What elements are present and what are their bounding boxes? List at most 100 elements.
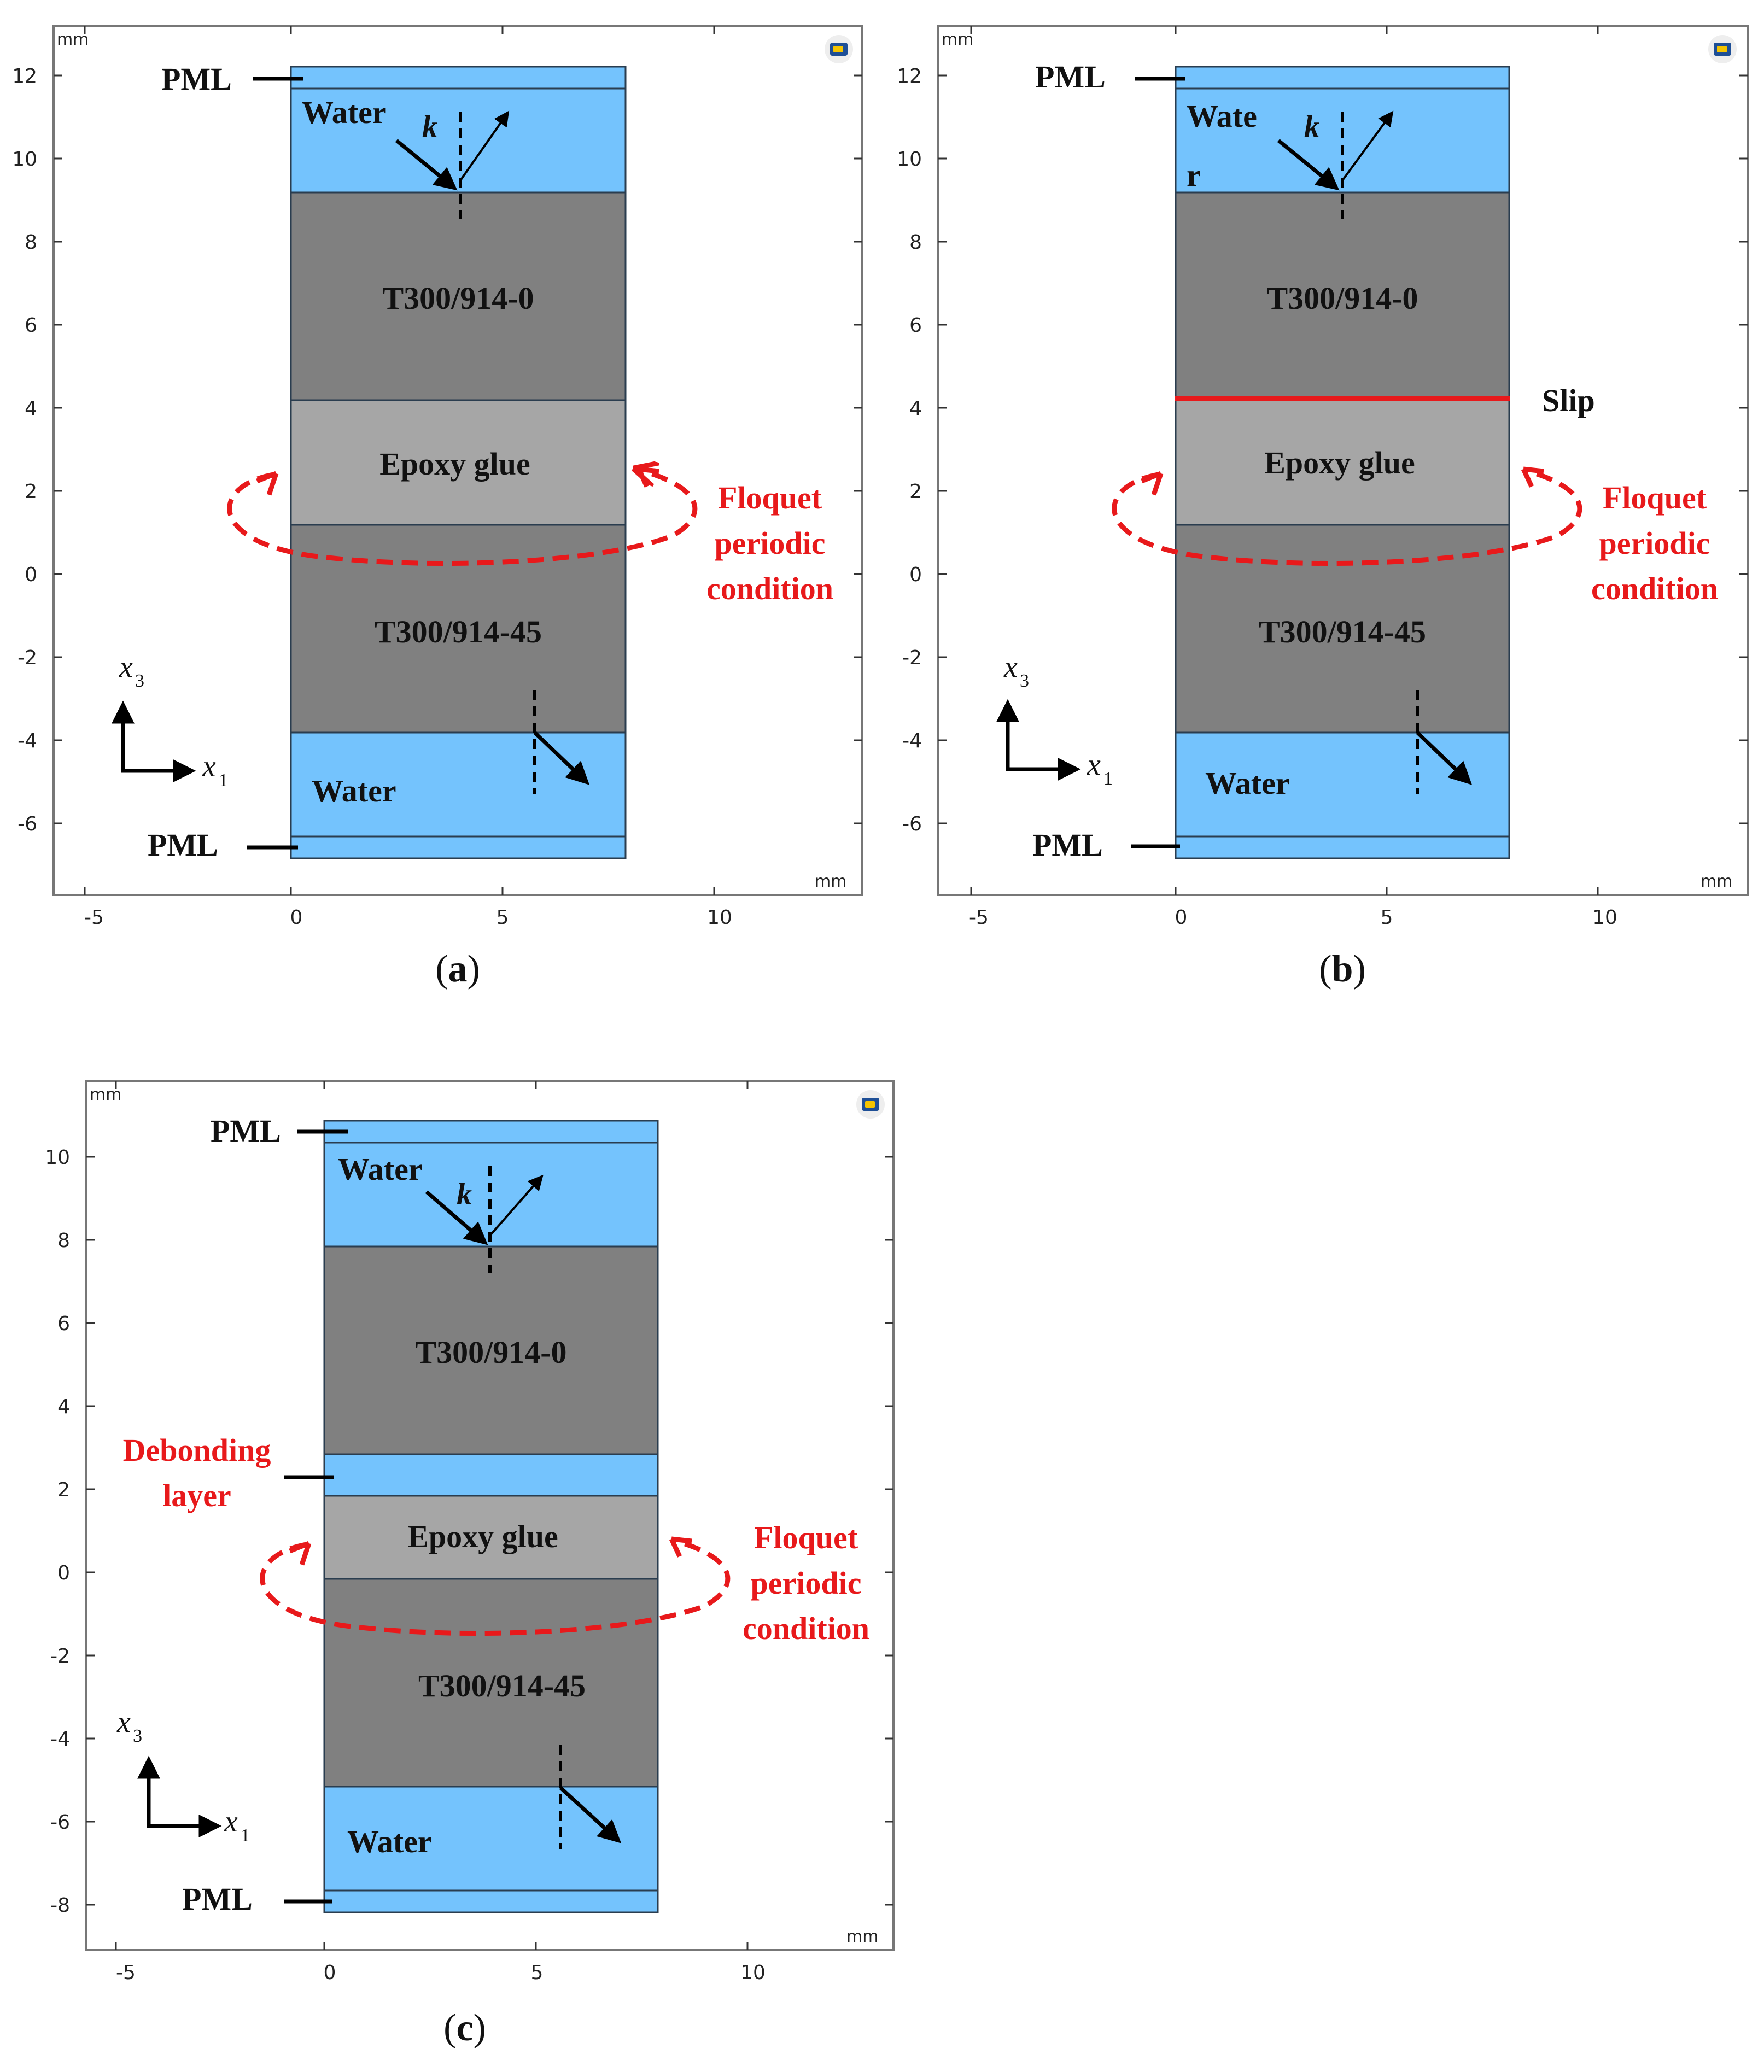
axis-subscript-x1: 1 (219, 770, 228, 791)
x-tick-label: 10 (707, 906, 732, 929)
x-tick-label: 5 (1381, 906, 1393, 929)
layer-label: T300/914-0 (382, 280, 534, 316)
x-tick-label: 5 (531, 1962, 544, 1984)
unit-label-bottom: mm (815, 872, 846, 891)
panel-c: mm mm -5 0 5 10 (45, 1080, 895, 2049)
x-tick-label: 10 (740, 1962, 766, 1984)
layer-label: Epoxy glue (1264, 445, 1415, 481)
floquet-label-line: condition (1591, 571, 1718, 606)
floquet-label-line: condition (706, 571, 833, 606)
wave-vector-label: k (1304, 110, 1319, 144)
x-axis-ticks (84, 26, 715, 895)
y-tick-label: -6 (50, 1811, 70, 1834)
floquet-arrowhead-right (1521, 466, 1544, 488)
panel-b: mm mm -5 0 5 10 (897, 25, 1749, 990)
y-axis-tick-labels: 12 10 8 6 4 2 0 -2 -4 -6 (897, 65, 922, 835)
floquet-arrowhead-left (289, 1541, 312, 1566)
y-tick-label: -2 (17, 647, 37, 669)
layer-label: Water (347, 1824, 432, 1859)
transmitted-wave-arrow (1416, 731, 1473, 785)
y-tick-label: 0 (909, 564, 922, 586)
unit-label-bottom: mm (1701, 872, 1732, 891)
pml-layer-bottom (323, 1889, 659, 1913)
y-tick-label: -6 (902, 813, 922, 835)
x-axis-tick-labels: -5 0 5 10 (969, 906, 1617, 929)
axis-label-x3: x (119, 650, 133, 684)
x-tick-label: -5 (969, 906, 989, 929)
y-tick-label: 10 (45, 1146, 70, 1169)
axis-subscript-x1: 1 (241, 1825, 250, 1846)
floquet-arrowhead-right (669, 1536, 692, 1558)
layer-stack (290, 66, 627, 859)
incident-wave-arrow (395, 139, 458, 191)
reflected-wave-arrow (459, 110, 510, 182)
y-axis-ticks (86, 1156, 893, 1906)
x-tick-label: 0 (290, 906, 303, 929)
y-tick-label: 8 (57, 1230, 70, 1252)
layer-label: Water (1205, 765, 1290, 801)
y-axis-ticks (54, 74, 862, 824)
layer-label: T300/914-0 (415, 1334, 566, 1370)
floquet-label-line: periodic (751, 1565, 862, 1601)
floquet-boundary-arrow (260, 1537, 731, 1636)
incident-wave-arrow (1277, 139, 1340, 191)
layer-label: Epoxy glue (407, 1519, 558, 1554)
y-tick-label: 6 (25, 314, 37, 337)
layer-label: Water (338, 1151, 423, 1187)
comsol-logo-icon (1708, 35, 1737, 63)
layer-label: Water (312, 773, 396, 809)
y-tick-label: 2 (25, 481, 37, 503)
pml-label-bottom: PML (182, 1881, 253, 1917)
layer-label: Water (302, 95, 387, 130)
panel-caption: (c) (443, 2007, 486, 2049)
y-tick-label: 6 (57, 1313, 70, 1335)
x-tick-label: -5 (84, 906, 104, 929)
layer-label: T300/914-45 (418, 1668, 586, 1704)
axis-label-x3: x (116, 1705, 131, 1739)
coordinate-axes (137, 1755, 222, 1837)
y-tick-label: -2 (902, 647, 922, 669)
y-axis-ticks (938, 74, 1748, 824)
x-tick-label: 0 (324, 1962, 336, 1984)
y-tick-label: 12 (897, 65, 922, 87)
pml-layer-bottom (290, 835, 627, 859)
y-tick-label: 12 (12, 65, 37, 87)
axis-subscript-x1: 1 (1103, 769, 1113, 789)
panel-caption: (b) (1319, 948, 1366, 990)
composite-layer-top (323, 1245, 659, 1455)
composite-layer-top (290, 191, 627, 401)
y-tick-label: -4 (902, 730, 922, 752)
x-tick-label: -5 (116, 1962, 136, 1984)
wave-vector-label: k (422, 110, 437, 144)
floquet-label-line: Floquet (754, 1520, 858, 1555)
pml-layer-top (323, 1120, 659, 1144)
debonding-layer (323, 1453, 659, 1497)
composite-layer-bottom (323, 1578, 659, 1788)
unit-label-top: mm (57, 30, 89, 49)
y-tick-label: 8 (909, 231, 922, 254)
floquet-label-line: periodic (1599, 525, 1710, 561)
layer-label: Wate (1187, 98, 1257, 134)
composite-layer-top (1175, 191, 1510, 400)
floquet-label-line: Floquet (718, 480, 822, 516)
y-tick-label: -8 (50, 1894, 70, 1917)
y-tick-label: 4 (909, 397, 922, 420)
debonding-label-line: layer (162, 1478, 231, 1513)
pml-label-bottom: PML (1032, 827, 1103, 863)
y-tick-label: 8 (25, 231, 37, 254)
water-layer-top (1175, 87, 1510, 194)
y-tick-label: 0 (25, 564, 37, 586)
x-tick-label: 5 (497, 906, 509, 929)
coordinate-axes (112, 700, 196, 782)
unit-label-top: mm (942, 30, 973, 49)
panel-a: mm mm -5 0 5 10 (12, 25, 863, 990)
floquet-label-line: condition (743, 1611, 869, 1646)
floquet-boundary-arrow (1112, 467, 1582, 566)
reflected-wave-arrow (489, 1174, 544, 1237)
y-tick-label: 6 (909, 314, 922, 337)
comsol-logo-icon (825, 35, 853, 63)
pml-label-top: PML (211, 1113, 281, 1149)
wave-vector-label: k (457, 1178, 472, 1211)
layer-label: Epoxy glue (379, 446, 530, 482)
